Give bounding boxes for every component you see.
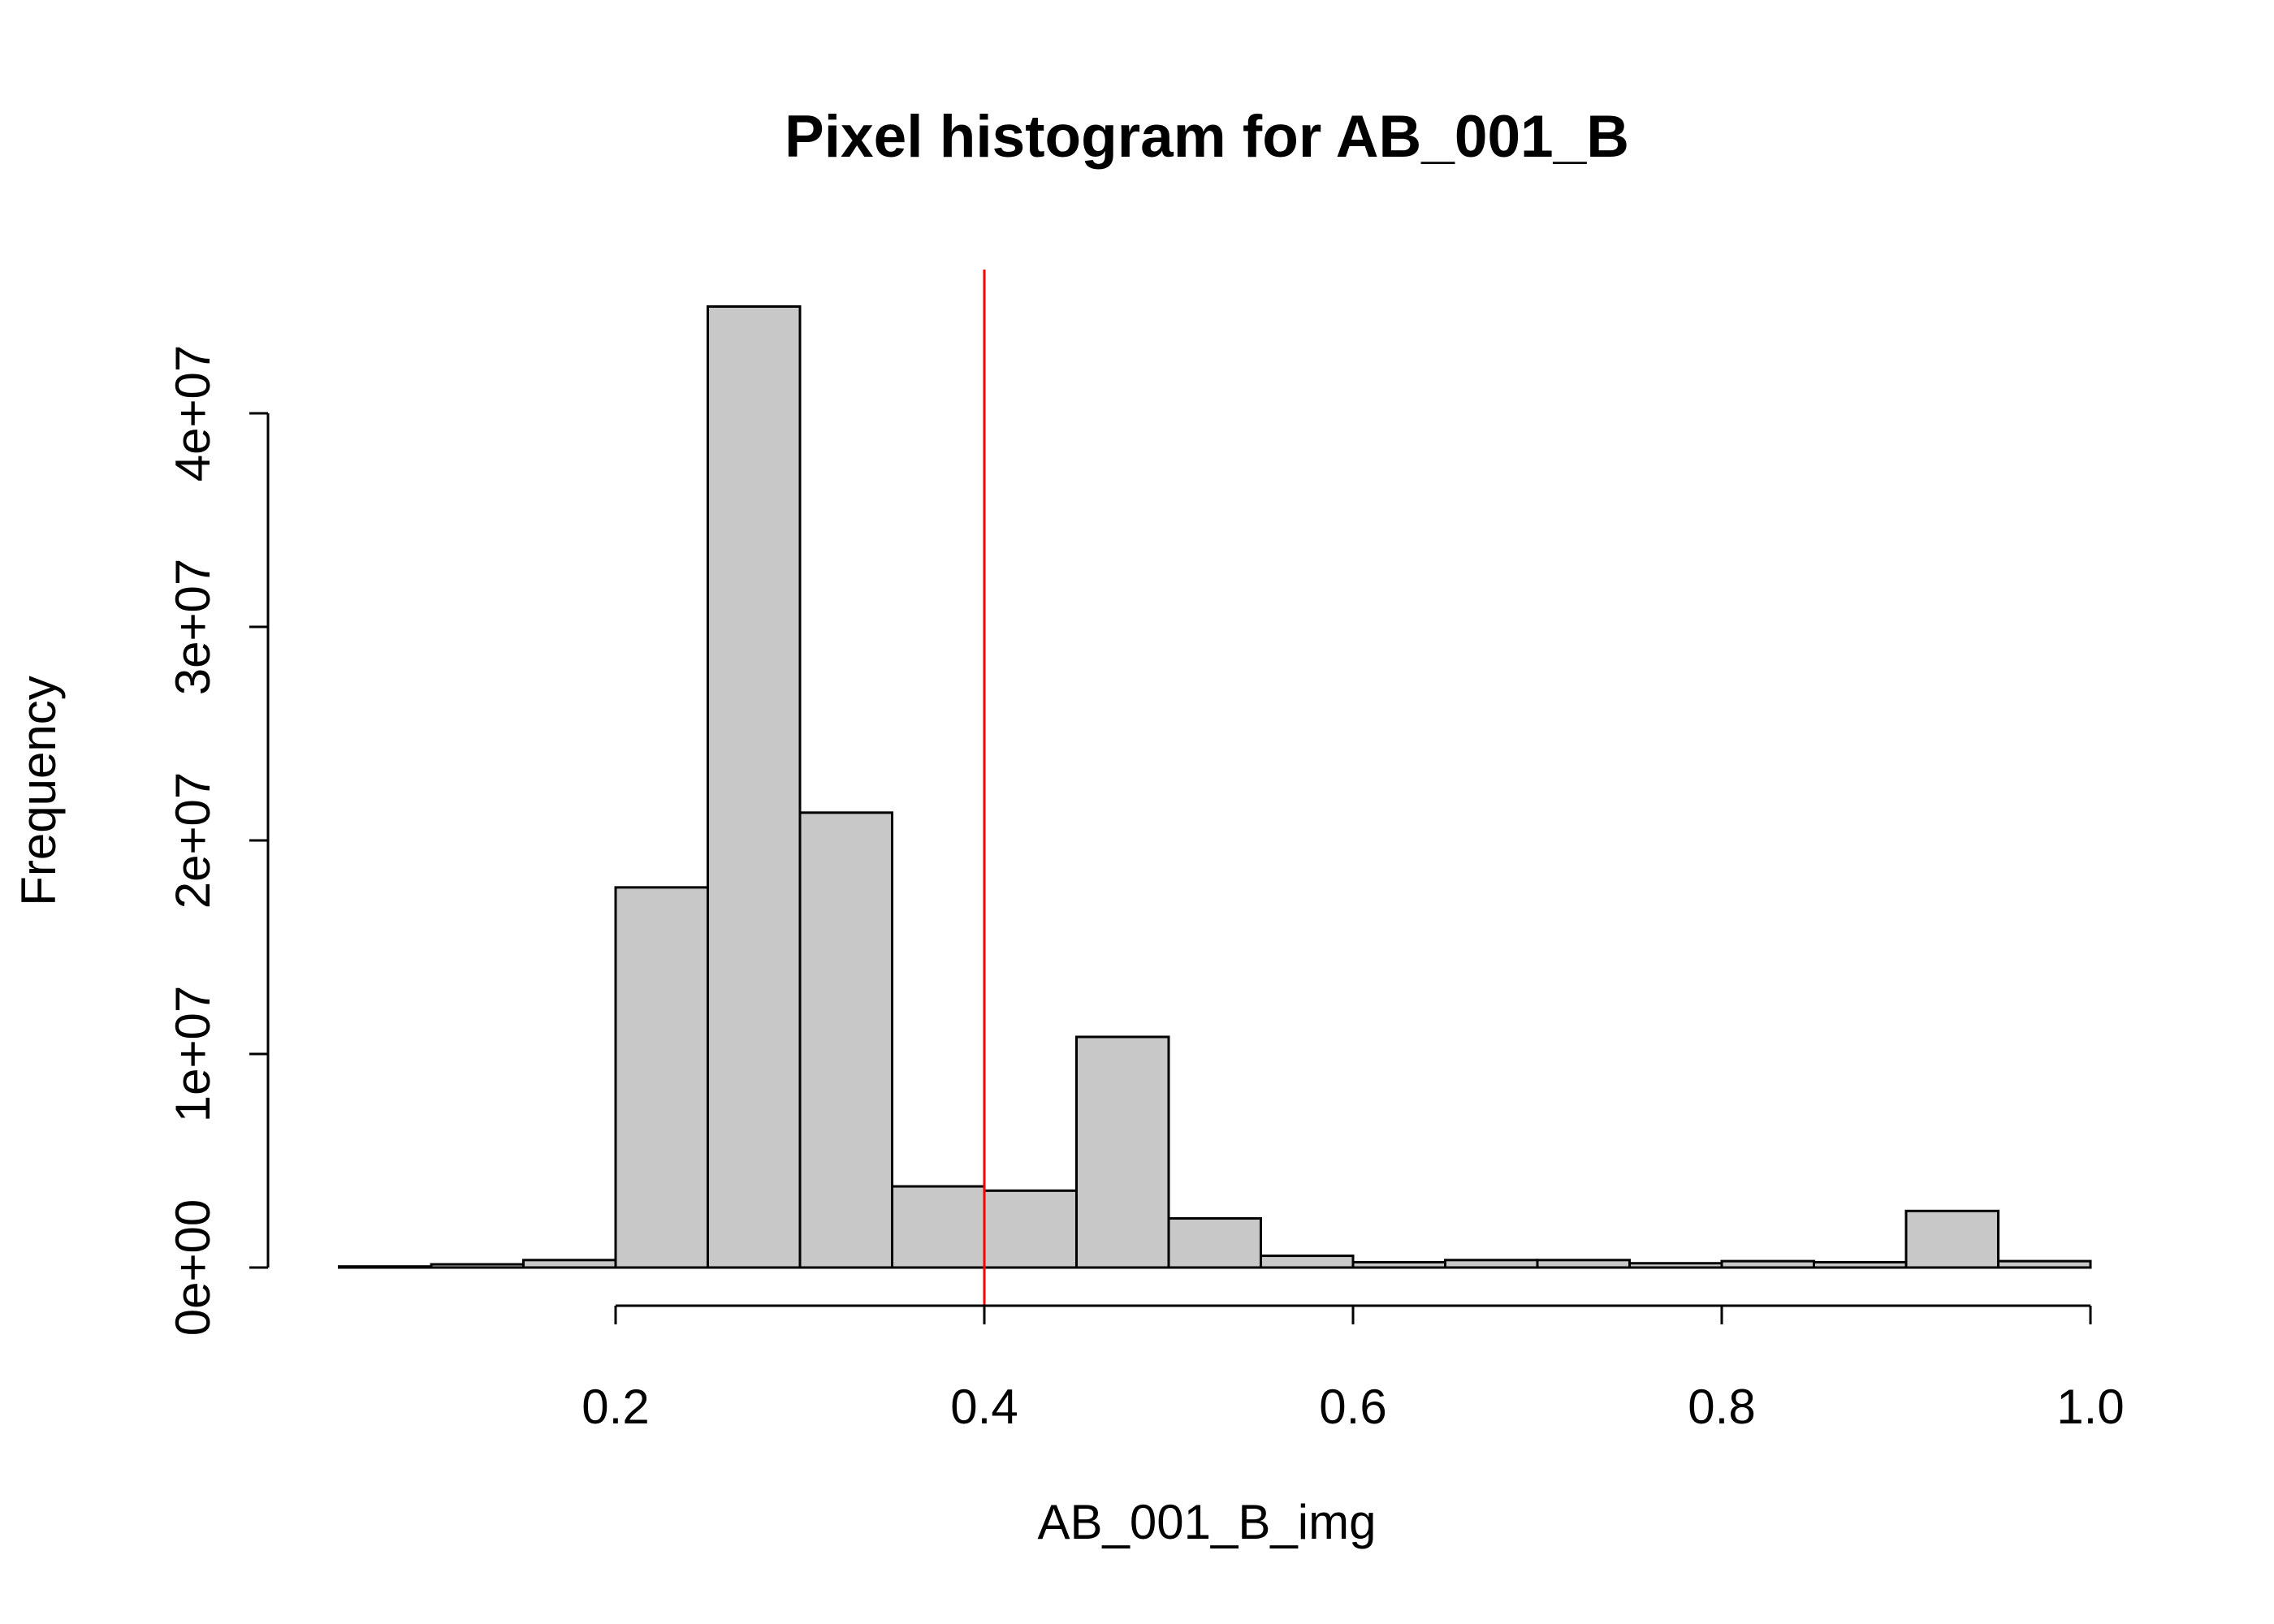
histogram-bar [798, 811, 893, 1269]
histogram-bar [707, 305, 802, 1269]
y-tick-label: 4e+07 [166, 345, 220, 482]
histogram-bar [614, 886, 709, 1269]
x-tick-label: 0.4 [950, 1380, 1018, 1434]
histogram-bar [1997, 1259, 2092, 1269]
y-tick-label: 2e+07 [166, 772, 220, 909]
histogram-bar [1720, 1259, 1815, 1269]
histogram-bar [1167, 1217, 1262, 1269]
histogram-bar [1813, 1260, 1908, 1269]
histogram-bar [1536, 1259, 1631, 1269]
x-tick-label: 1.0 [2056, 1380, 2124, 1434]
y-tick-label: 1e+07 [166, 986, 220, 1123]
histogram-bar [983, 1189, 1078, 1269]
y-axis: 0e+00 1e+07 2e+07 3e+07 4e+07 [166, 345, 270, 1337]
histogram-bar [1904, 1209, 1999, 1269]
histogram-bar [338, 1265, 433, 1269]
x-axis-label: AB_001_B_img [1038, 1495, 1377, 1549]
histogram-bar [1444, 1259, 1539, 1269]
histogram-bar [430, 1263, 525, 1269]
y-tick-label: 3e+07 [166, 559, 220, 696]
chart-title: Pixel histogram for AB_001_B [785, 104, 1629, 170]
histogram-bar [1260, 1255, 1355, 1269]
histogram-bar [1075, 1035, 1170, 1269]
histogram-bar [522, 1259, 617, 1269]
x-tick-label: 0.8 [1688, 1380, 1755, 1434]
histogram-bar [1351, 1260, 1446, 1269]
histogram-bar [891, 1185, 986, 1269]
x-tick-label: 0.2 [581, 1380, 649, 1434]
y-tick-label: 0e+00 [166, 1199, 220, 1337]
histogram-bar [1628, 1262, 1723, 1269]
x-axis: 0.2 0.4 0.6 0.8 1.0 [581, 1304, 2125, 1434]
x-tick-label: 0.6 [1319, 1380, 1386, 1434]
histogram-bars [338, 305, 2092, 1269]
y-axis-label: Frequency [11, 676, 66, 905]
